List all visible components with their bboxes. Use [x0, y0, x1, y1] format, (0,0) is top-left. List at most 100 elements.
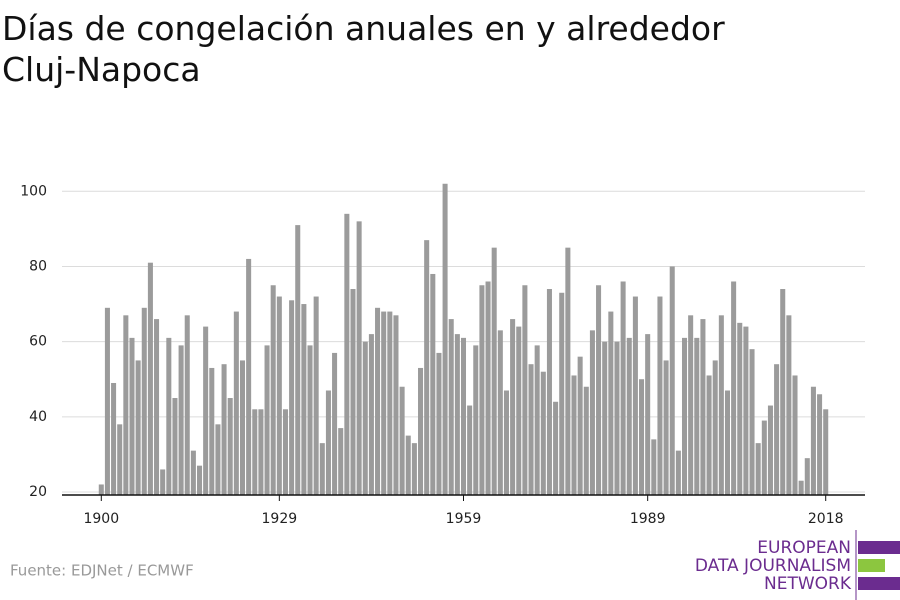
bar: [104, 307, 110, 495]
bar: [282, 409, 288, 495]
bar: [264, 345, 270, 495]
logo-text: DATA JOURNALISM: [695, 556, 851, 576]
y-tick-label: 60: [29, 334, 47, 350]
bar: [289, 300, 295, 495]
bar: [577, 356, 583, 495]
logo-bar: [858, 577, 900, 590]
bar: [356, 221, 362, 495]
bar: [430, 273, 436, 495]
bar: [688, 315, 694, 495]
bar: [823, 409, 829, 495]
x-tick-label: 1989: [630, 511, 666, 527]
bar: [657, 296, 663, 495]
y-tick-label: 80: [29, 258, 47, 274]
bar: [614, 341, 620, 495]
bar: [350, 289, 356, 495]
bar: [755, 443, 761, 495]
bar: [663, 360, 669, 495]
bar: [602, 341, 608, 495]
bar: [172, 398, 178, 495]
bar: [589, 330, 595, 495]
bar: [596, 285, 602, 495]
bar: [583, 386, 589, 495]
bar: [442, 183, 448, 495]
bar: [706, 375, 712, 495]
bar: [491, 247, 497, 495]
bar: [724, 390, 731, 495]
bar: [135, 360, 141, 495]
bar: [252, 409, 258, 495]
bar: [190, 450, 196, 495]
logo: EUROPEAN DATA JOURNALISM NETWORK: [695, 530, 900, 600]
bar: [479, 285, 485, 495]
bar: [129, 337, 135, 495]
bar: [239, 360, 246, 495]
bar: [639, 379, 645, 495]
bar: [510, 319, 516, 495]
bar: [681, 337, 688, 495]
bar: [774, 364, 780, 495]
bar: [270, 285, 276, 495]
bar: [460, 337, 467, 495]
bar: [546, 289, 552, 495]
bar: [712, 360, 718, 495]
bar: [184, 315, 190, 495]
bar: [608, 311, 614, 495]
bar: [534, 345, 540, 495]
bar: [436, 352, 442, 495]
bar: [694, 337, 700, 495]
bar: [319, 443, 325, 495]
bar: [368, 334, 374, 495]
bar: [516, 326, 522, 495]
bar: [749, 349, 755, 495]
y-tick-label: 100: [20, 183, 47, 199]
bar: [178, 345, 184, 495]
bar: [399, 386, 405, 495]
bar: [405, 435, 411, 495]
y-tick-label: 20: [29, 484, 47, 500]
bar: [565, 247, 571, 495]
chart-title: Días de congelación anuales en y alreded…: [2, 9, 725, 89]
bar: [497, 330, 503, 495]
bar: [675, 450, 681, 495]
bar: [448, 319, 454, 495]
bar: [786, 315, 792, 495]
bar: [313, 296, 319, 495]
bar: [553, 401, 559, 495]
bar: [485, 281, 491, 495]
bar: [301, 304, 307, 495]
bar: [467, 405, 473, 495]
logo-text: EUROPEAN: [757, 538, 851, 558]
bar: [381, 311, 387, 495]
logo-text: NETWORK: [764, 574, 852, 594]
bar: [645, 334, 651, 495]
bar: [209, 367, 215, 495]
bar: [798, 480, 804, 495]
bar: [387, 311, 393, 495]
bar: [111, 382, 117, 495]
y-tick-label: 40: [29, 409, 47, 425]
bar: [804, 458, 810, 495]
bar: [375, 307, 381, 495]
bar: [571, 375, 577, 495]
bar: [424, 240, 430, 495]
bar: [325, 390, 331, 495]
bar: [258, 409, 264, 495]
bar: [227, 398, 233, 495]
logo-bar: [858, 541, 900, 554]
x-tick-label: 2018: [808, 511, 844, 527]
bar: [503, 390, 509, 495]
bar: [332, 352, 338, 495]
bar: [98, 484, 104, 495]
bar: [203, 326, 209, 495]
bar: [792, 375, 798, 495]
bar: [166, 337, 172, 495]
x-tick-label: 1929: [262, 511, 298, 527]
bar: [761, 420, 767, 495]
bar: [338, 428, 344, 495]
bar: [117, 424, 123, 495]
bar: [817, 394, 823, 495]
bar: [276, 296, 282, 495]
bar: [221, 364, 227, 495]
